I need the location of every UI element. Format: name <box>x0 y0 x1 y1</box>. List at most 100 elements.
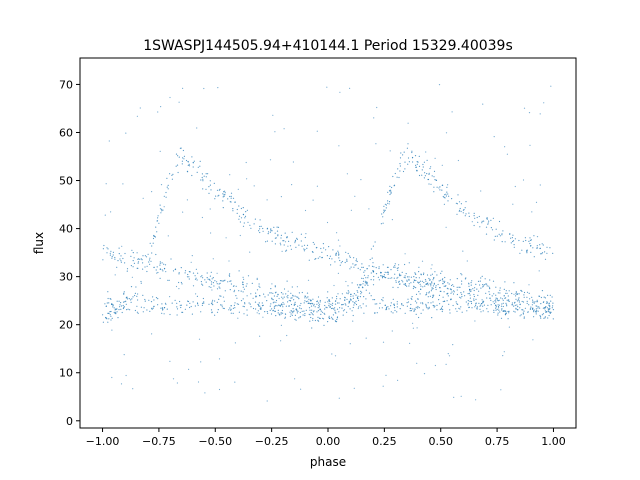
data-point <box>415 279 417 282</box>
outlier-point <box>234 381 236 383</box>
data-point <box>278 313 280 315</box>
data-point <box>371 257 373 259</box>
data-point <box>304 236 306 239</box>
data-point <box>288 305 290 307</box>
data-point <box>385 207 387 209</box>
data-point <box>182 149 184 152</box>
data-point <box>311 327 313 329</box>
data-point <box>281 309 283 312</box>
data-point <box>452 304 454 307</box>
data-point <box>162 270 164 272</box>
data-point <box>204 279 206 281</box>
data-point <box>236 208 238 211</box>
data-point <box>148 299 150 301</box>
data-point <box>316 311 318 313</box>
data-point <box>275 304 277 307</box>
data-point <box>334 300 337 302</box>
outlier-point <box>110 211 112 213</box>
data-point <box>428 291 430 293</box>
outlier-point <box>471 221 473 223</box>
data-point <box>343 309 346 311</box>
data-point <box>332 302 334 304</box>
data-point <box>444 276 446 279</box>
outlier-point <box>412 327 414 329</box>
data-point <box>195 277 197 279</box>
data-point <box>335 321 338 323</box>
data-point <box>112 304 114 306</box>
data-point <box>498 220 501 223</box>
data-point <box>149 263 151 265</box>
data-point <box>120 260 122 262</box>
data-point <box>491 295 493 297</box>
outlier-point <box>151 333 153 335</box>
data-point <box>375 273 378 275</box>
data-point <box>118 300 120 302</box>
outlier-point <box>308 313 310 315</box>
data-point <box>442 278 444 280</box>
data-point <box>102 321 104 323</box>
data-point <box>275 301 277 303</box>
data-point <box>270 230 272 232</box>
outlier-point <box>192 162 194 164</box>
data-point <box>283 296 285 298</box>
data-point <box>122 304 124 307</box>
data-point <box>132 252 134 254</box>
outlier-point <box>271 283 273 285</box>
outlier-point <box>333 284 335 287</box>
data-point <box>388 308 390 310</box>
data-point <box>508 290 510 292</box>
data-point <box>321 256 323 259</box>
data-point <box>431 282 433 284</box>
data-point <box>283 288 286 290</box>
data-point <box>453 285 455 287</box>
data-point <box>541 253 543 255</box>
data-point <box>545 302 548 304</box>
data-point <box>426 283 428 285</box>
data-point <box>336 318 338 321</box>
data-point <box>137 258 140 260</box>
data-point <box>163 307 166 309</box>
data-point <box>364 270 366 272</box>
data-point <box>380 275 382 277</box>
data-point <box>432 296 434 298</box>
data-point <box>420 312 422 314</box>
data-point <box>349 308 351 310</box>
data-point <box>440 272 442 274</box>
outlier-point <box>225 237 227 239</box>
data-point <box>306 247 308 249</box>
data-point <box>521 309 523 311</box>
data-point <box>420 274 422 276</box>
data-point <box>282 293 284 295</box>
data-point <box>248 302 250 304</box>
data-point <box>443 291 445 293</box>
data-point <box>489 293 491 295</box>
data-point <box>471 280 473 282</box>
data-point <box>249 303 251 305</box>
data-point <box>317 319 319 321</box>
data-point <box>439 279 442 281</box>
data-point <box>110 315 112 317</box>
data-point <box>550 300 552 302</box>
data-point <box>451 198 453 200</box>
data-point <box>299 304 301 307</box>
data-point <box>180 306 182 309</box>
data-point <box>355 260 357 262</box>
data-point <box>120 302 122 304</box>
data-point <box>124 252 126 255</box>
outlier-point <box>416 298 419 300</box>
data-point <box>482 284 484 286</box>
data-point <box>170 258 172 260</box>
data-point <box>387 202 389 204</box>
data-point <box>377 276 379 278</box>
data-point <box>258 285 260 287</box>
data-point <box>464 207 466 209</box>
data-point <box>303 244 306 246</box>
data-point <box>544 297 547 299</box>
data-point <box>510 242 512 244</box>
data-point <box>178 281 180 284</box>
data-point <box>328 303 330 305</box>
data-point <box>382 216 384 218</box>
outlier-point <box>391 330 393 332</box>
data-point <box>106 247 108 249</box>
data-point <box>433 186 435 188</box>
